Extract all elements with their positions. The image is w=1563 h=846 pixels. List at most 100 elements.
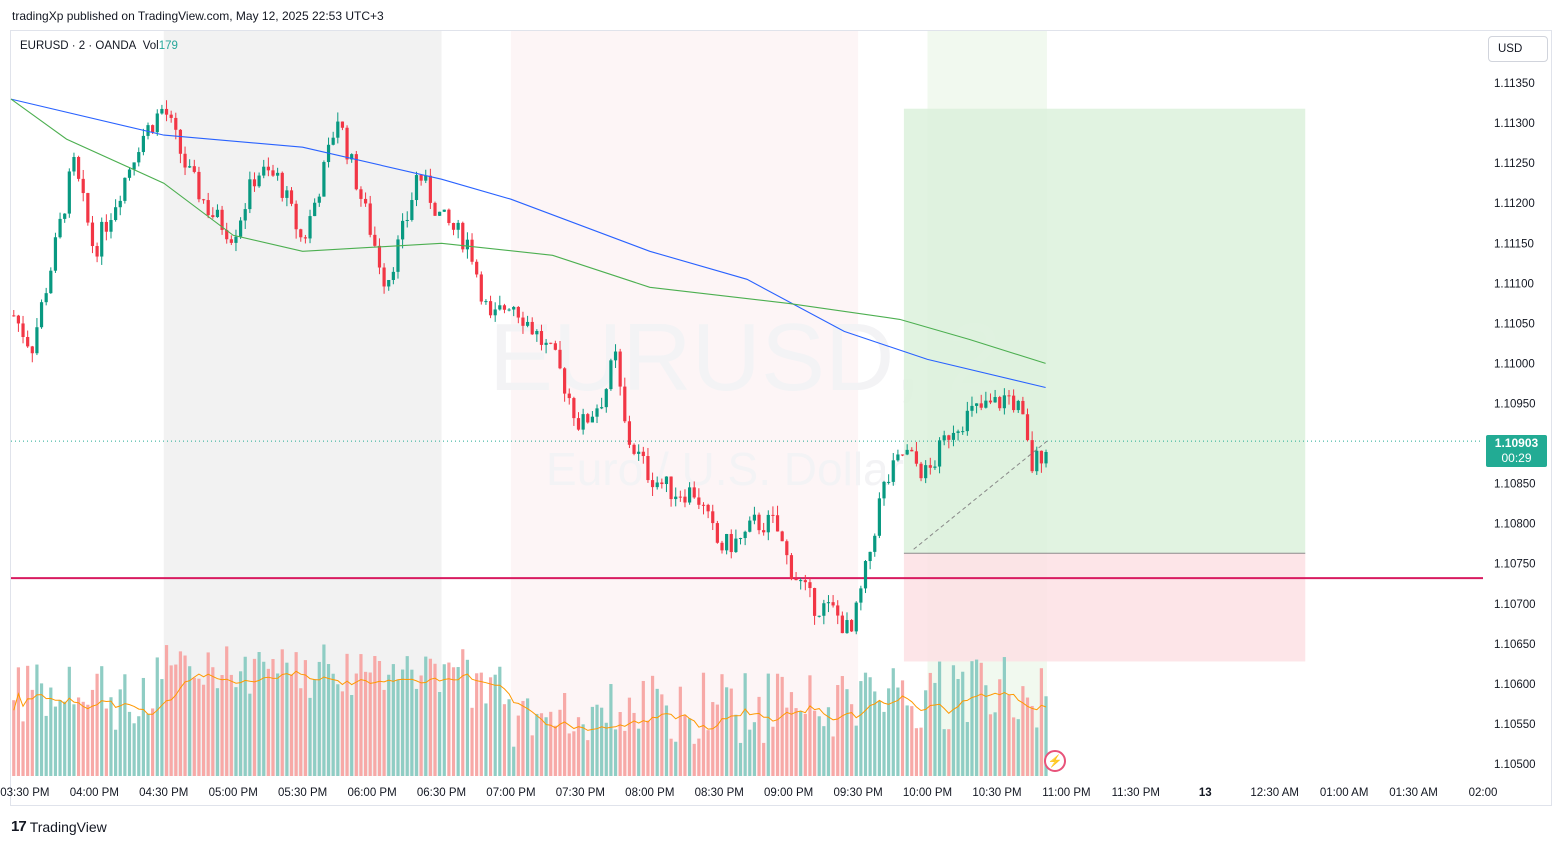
volume-bar <box>447 662 451 776</box>
volume-bar <box>30 689 34 776</box>
candle-body <box>530 321 534 335</box>
volume-bar <box>336 684 340 776</box>
volume-bar <box>521 700 525 776</box>
candle-body <box>220 209 224 230</box>
candle-body <box>391 271 395 280</box>
volume-bar <box>401 669 405 776</box>
blue-moving-average <box>10 98 1046 389</box>
volume-bar <box>1007 695 1011 776</box>
candle-body <box>785 541 789 556</box>
volume-bar <box>850 704 854 776</box>
candle-body <box>215 209 220 218</box>
candle-body <box>461 222 465 250</box>
volume-bar <box>762 742 766 776</box>
volume-bar <box>947 729 951 776</box>
volume-bar <box>479 672 483 776</box>
candle-body <box>225 229 229 240</box>
volume-bar <box>729 688 733 776</box>
candle-body <box>951 432 956 440</box>
volume-bar <box>21 721 25 776</box>
candle-body <box>192 166 196 172</box>
volume-bar <box>174 664 178 776</box>
volume-bar <box>326 664 331 776</box>
candle-body <box>850 620 854 632</box>
volume-bar <box>618 712 622 776</box>
legend-symbol[interactable]: EURUSD · 2 · OANDA <box>20 40 137 52</box>
volume-bar <box>586 740 590 776</box>
volume-bar <box>974 659 979 776</box>
volume-bar <box>1025 697 1030 776</box>
time-tick-label: 10:00 PM <box>903 787 952 799</box>
candle-body <box>826 602 831 604</box>
volume-bar <box>183 655 187 776</box>
volume-bar <box>225 646 229 776</box>
candle-body <box>377 245 382 268</box>
candle-body <box>447 209 451 223</box>
volume-bar <box>868 677 872 776</box>
volume-bar <box>308 697 312 776</box>
candle-body <box>137 152 141 163</box>
volume-bar <box>688 718 692 776</box>
candle-body <box>757 514 761 531</box>
volume-bar <box>785 707 789 776</box>
candle-body <box>76 157 81 179</box>
candle-body <box>993 397 997 403</box>
volume-bar <box>738 742 743 776</box>
lightning-icon[interactable]: ⚡ <box>1044 750 1066 772</box>
volume-bar <box>340 691 345 776</box>
candle-body <box>942 435 946 441</box>
volume-bar <box>1021 686 1025 776</box>
currency-button[interactable]: USD <box>1488 36 1548 62</box>
candle-body <box>766 514 770 533</box>
candle-body <box>637 451 641 454</box>
candle-body <box>711 511 715 524</box>
candle-body <box>30 346 34 354</box>
volume-bar <box>76 697 81 776</box>
candle-body <box>928 465 932 468</box>
candle-body <box>752 514 757 521</box>
volume-bar <box>558 709 562 776</box>
volume-bar <box>100 666 104 776</box>
candle-body <box>734 538 738 553</box>
volume-bar <box>178 651 183 776</box>
volume-bar <box>539 713 544 776</box>
volume-bar <box>831 736 835 776</box>
volume-bar <box>993 712 997 776</box>
candle-body <box>650 480 655 488</box>
candle-body <box>141 135 145 153</box>
volume-bar <box>535 713 539 776</box>
volume-bar <box>322 644 326 776</box>
price-tick-label: 1.11350 <box>1494 78 1535 90</box>
volume-bar <box>822 726 826 776</box>
candle-body <box>229 239 233 243</box>
volume-bar <box>35 664 39 776</box>
candle-body <box>67 171 71 214</box>
volume-bar <box>678 686 682 776</box>
publish-header: tradingXp published on TradingView.com, … <box>12 9 384 23</box>
tradingview-brand: 17 TradingView <box>11 818 107 835</box>
volume-bar <box>396 679 400 776</box>
candle-body <box>109 220 113 232</box>
volume-bar <box>641 680 645 776</box>
volume-bar <box>803 713 807 776</box>
volume-bar <box>238 671 243 776</box>
volume-bar <box>289 674 294 776</box>
volume-bar <box>914 728 919 776</box>
chart-legend[interactable]: EURUSD · 2 · OANDA Vol179 <box>20 40 178 52</box>
volume-bar <box>206 652 210 776</box>
volume-bar <box>137 716 141 776</box>
price-tick-label: 1.10650 <box>1494 639 1536 651</box>
time-tick-label: 03:30 PM <box>0 787 49 799</box>
volume-bar <box>910 706 914 776</box>
volume-bar <box>299 688 303 776</box>
candle-body <box>613 351 618 361</box>
volume-bar <box>896 687 900 776</box>
volume-bar <box>160 679 164 776</box>
candle-body <box>308 216 312 239</box>
volume-bar <box>646 720 650 776</box>
candle-body <box>475 261 479 275</box>
volume-bar <box>549 711 553 776</box>
candle-body <box>303 237 307 239</box>
time-tick-label: 07:00 PM <box>486 787 535 799</box>
